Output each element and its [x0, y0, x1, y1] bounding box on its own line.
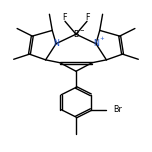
Text: F: F	[62, 13, 66, 22]
Text: Br: Br	[113, 105, 122, 114]
Text: B: B	[73, 30, 79, 39]
Text: −: −	[79, 28, 84, 33]
Text: N: N	[53, 39, 59, 48]
Text: F: F	[86, 13, 90, 22]
Text: N: N	[93, 39, 99, 48]
Text: +: +	[99, 36, 104, 41]
